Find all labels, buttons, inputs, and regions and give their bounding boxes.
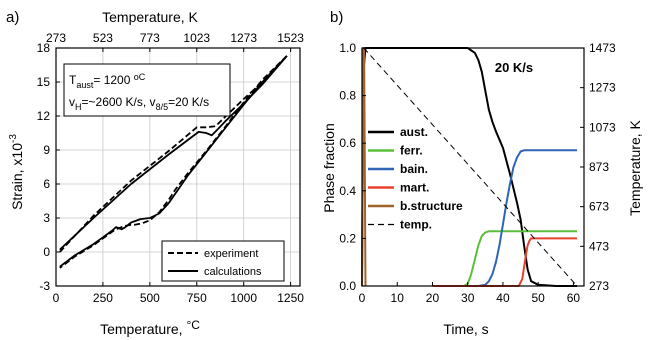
chart-a-series	[59, 55, 288, 269]
y-right-tick-label: 873	[589, 160, 609, 174]
x-top-tick-label: 1023	[183, 31, 210, 45]
y-right-tick-label: 1073	[589, 120, 616, 134]
y-right-tick-label: 1473	[589, 41, 616, 55]
x-tick-label: 500	[140, 291, 160, 305]
series-line-mart	[432, 237, 577, 287]
y-tick-label: 0.6	[339, 136, 356, 150]
x-tick-label: 60	[567, 291, 581, 305]
y-tick-label: 1.0	[339, 41, 356, 55]
legend-label-bstructure: b.structure	[400, 199, 463, 213]
chart-b-x-axis-label: Time, s	[443, 321, 488, 337]
x-tick-label: 30	[461, 291, 475, 305]
y-tick-label: 9	[43, 143, 50, 157]
y-tick-label: 18	[37, 41, 51, 55]
chart-a-legend: experiment calculations	[161, 240, 285, 282]
x-tick-label: 1000	[230, 291, 257, 305]
y-tick-label: 0.0	[339, 279, 356, 293]
legend-label-experiment: experiment	[204, 248, 258, 260]
legend-label-temp: temp.	[400, 218, 432, 232]
chart-b-ticks: 0 10 20 30 40 50 60 0.0 0.2 0.4 0.6 0.8 1.0 273 473 673…	[339, 41, 616, 305]
svg-text:Taust= 1200 oC: Taust= 1200 oC	[69, 72, 146, 90]
y-tick-label: 12	[37, 109, 51, 123]
chart-b-series	[361, 47, 578, 287]
y-tick-label: 0.4	[339, 184, 356, 198]
svg-text:vH=~2600 K/s, v8/5=20 K/s: vH=~2600 K/s, v8/5=20 K/s	[69, 95, 209, 112]
x-tick-label: 40	[496, 291, 510, 305]
x-top-tick-label: 523	[93, 31, 113, 45]
series-line-ferr	[432, 230, 577, 287]
series-line-experiment	[59, 55, 288, 253]
legend-label-bain: bain.	[400, 162, 428, 176]
series-line-temp	[363, 47, 578, 287]
legend-label-calculations: calculations	[204, 266, 262, 278]
y-tick-label: 0.8	[339, 89, 356, 103]
chart-a-y-axis-label: Strain, x10-3	[8, 134, 25, 210]
legend-label-aust: aust.	[400, 125, 428, 139]
x-tick-label: 1250	[277, 291, 304, 305]
x-tick-label: 20	[426, 291, 440, 305]
chart-b-right-axis-label: Temperature, K	[627, 119, 643, 215]
chart-a-x-axis-label: Temperature, °C	[100, 318, 200, 337]
x-tick-label: 50	[532, 291, 546, 305]
x-tick-label: 0	[53, 291, 60, 305]
y-tick-label: 0	[43, 245, 50, 259]
x-top-tick-label: 773	[140, 31, 160, 45]
legend-label-mart: mart.	[400, 181, 429, 195]
chart-a-top-axis-label: Temperature, K	[102, 9, 198, 25]
x-tick-label: 0	[359, 291, 366, 305]
chart-a-frame	[55, 47, 301, 287]
x-top-tick-label: 273	[46, 31, 66, 45]
y-right-tick-label: 473	[589, 239, 609, 253]
legend-label-ferr: ferr.	[400, 144, 423, 158]
y-right-tick-label: 673	[589, 200, 609, 214]
y-tick-label: -3	[39, 279, 50, 293]
x-tick-label: 10	[391, 291, 405, 305]
y-tick-label: 15	[37, 75, 51, 89]
x-tick-label: 750	[187, 291, 207, 305]
x-tick-label: 250	[93, 291, 113, 305]
y-tick-label: 6	[43, 177, 50, 191]
panel-b-label: b)	[330, 9, 343, 26]
x-top-tick-label: 1273	[230, 31, 257, 45]
y-tick-label: 0.2	[339, 231, 356, 245]
chart-b-y-axis-label: Phase fraction	[321, 123, 337, 213]
chart-b: 0 10 20 30 40 50 60 0.0 0.2 0.4 0.6 0.8 1.0 273 473 673…	[321, 41, 643, 337]
chart-a-annotation: Taust= 1200 oC vH=~2600 K/s, v8/5=20 K/s	[63, 63, 231, 117]
panel-a-label: a)	[6, 9, 19, 26]
y-right-tick-label: 273	[589, 279, 609, 293]
y-tick-label: 3	[43, 211, 50, 225]
chart-b-frame	[361, 47, 585, 287]
series-line-calculations	[59, 55, 288, 268]
x-top-tick-label: 1523	[277, 31, 304, 45]
y-right-tick-label: 1273	[589, 81, 616, 95]
series-line-bain	[432, 149, 577, 287]
chart-b-title: 20 K/s	[495, 60, 533, 75]
chart-b-legend: aust. ferr. bain. mart. b.structure temp.	[368, 125, 463, 232]
chart-a: 0 250 500 750 1000 1250 273 523 773 1023 1273 1523 -…	[8, 9, 304, 337]
chart-a-ticks: 0 250 500 750 1000 1250 273 523 773 1023 1273 1523 -…	[37, 31, 305, 305]
